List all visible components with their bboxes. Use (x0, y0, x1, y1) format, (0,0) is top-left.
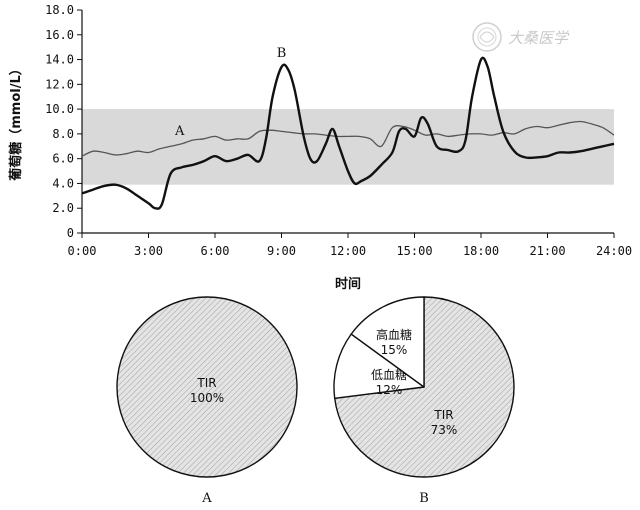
x-tick-label: 18:00 (463, 244, 499, 258)
y-tick-label: 2.0 (52, 201, 74, 215)
y-axis-title: 葡萄糖（mmol/L） (8, 62, 24, 182)
pie-slice-name: 低血糖 (371, 367, 407, 382)
pie-panel-label: B (419, 491, 429, 506)
pie-slice-name: TIR (196, 376, 216, 390)
pie-slice (350, 296, 425, 388)
x-axis: 0:00 3:00 6:00 9:00 12:00 15:00 18:00 21:00 24:0… (68, 232, 632, 258)
x-tick-label: 3:00 (134, 244, 163, 258)
y-axis: 0 2.0 4.0 6.0 8.0 10.0 12.0 14.0 16.0 18.0 (45, 3, 83, 240)
x-axis-title: 时间 (335, 276, 361, 292)
pie-slice-name: TIR (433, 408, 453, 422)
pie-slice (333, 333, 425, 399)
pie-slice-value: 73% (431, 423, 458, 437)
series-layer: AB (81, 46, 615, 210)
series-label-b: B (277, 46, 287, 61)
x-tick-label: 21:00 (529, 244, 565, 258)
pie-slice-value: 12% (376, 383, 403, 397)
y-tick-label: 0 (67, 226, 74, 240)
pie-slice-value: 100% (190, 391, 224, 405)
x-tick-label: 6:00 (201, 244, 230, 258)
series-line-a (81, 120, 615, 157)
watermark: 大桑医学 (472, 22, 570, 52)
x-tick-label: 15:00 (396, 244, 432, 258)
pie-slice (116, 296, 298, 478)
y-tick-label: 8.0 (52, 127, 74, 141)
x-tick-label: 0:00 (68, 244, 97, 258)
y-tick-label: 16.0 (45, 28, 74, 42)
pie-panel-label: A (201, 491, 212, 506)
y-tick-label: 18.0 (45, 3, 74, 17)
y-tick-label: 6.0 (52, 152, 74, 166)
y-tick-label: 12.0 (45, 77, 74, 91)
series-line-b (81, 56, 615, 210)
x-tick-label: 9:00 (267, 244, 296, 258)
watermark-logo-icon (472, 22, 502, 52)
x-tick-label: 12:00 (330, 244, 366, 258)
x-tick-label: 24:00 (596, 244, 632, 258)
watermark-text: 大桑医学 (508, 29, 570, 47)
series-label-a: A (174, 124, 185, 139)
y-tick-label: 10.0 (45, 102, 74, 116)
line-chart: 0 2.0 4.0 6.0 8.0 10.0 12.0 14.0 16.0 18.0 0:00 3:… (8, 3, 632, 292)
pie-slice-value: 15% (381, 343, 408, 357)
y-tick-label: 14.0 (45, 53, 74, 67)
y-tick-label: 4.0 (52, 176, 74, 190)
pie-slice-name: 高血糖 (376, 327, 412, 342)
